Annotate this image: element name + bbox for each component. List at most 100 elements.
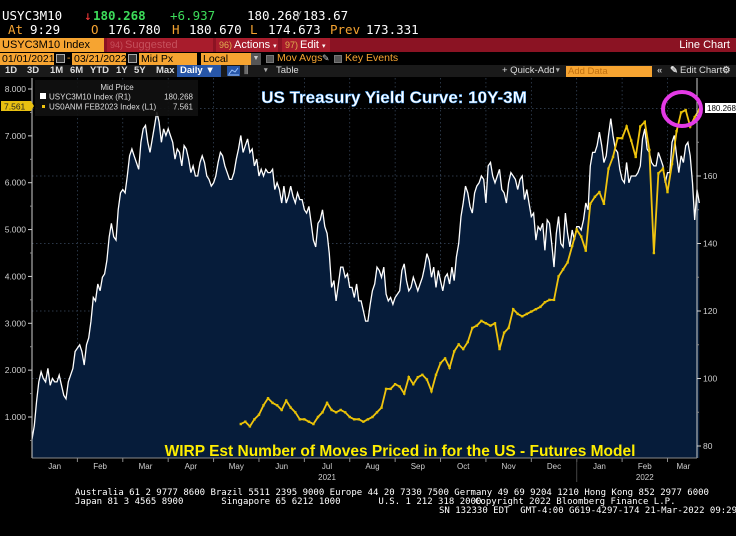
data-point-us0anm xyxy=(589,202,592,205)
frequency-dropdown[interactable]: Daily ▼ xyxy=(177,65,221,77)
legend-value-usyc3m10: 180.268 xyxy=(164,93,193,102)
end-date-input[interactable]: 03/21/2022 xyxy=(72,53,127,65)
data-point-us0anm xyxy=(602,202,606,205)
period-6m[interactable]: 6M xyxy=(70,65,84,76)
quick-add-button[interactable]: + Quick-Add xyxy=(502,65,555,76)
data-point-us0anm xyxy=(275,404,279,407)
field-select[interactable]: Mid Px xyxy=(139,53,197,65)
actions-menu[interactable]: 96) Actions ▾ xyxy=(216,38,278,52)
start-date-input[interactable]: 01/01/2021 xyxy=(0,53,55,65)
prev-label: Prev xyxy=(330,22,361,37)
open-value: 176.780 xyxy=(108,22,161,37)
key-events-checkbox[interactable] xyxy=(334,55,342,63)
legend-swatch-white xyxy=(40,93,46,99)
chart-area: 1.000 2.000 3.000 4.000 5.000 6.000 7.000 8.000… xyxy=(0,78,736,486)
period-5y[interactable]: 5Y xyxy=(134,65,146,76)
data-point-us0anm xyxy=(339,408,342,412)
left-last-value: 7.561 xyxy=(4,101,26,111)
left-tick-label: 1.000 xyxy=(5,412,27,422)
data-point-us0anm xyxy=(439,361,442,365)
chart-type-label: Line Chart xyxy=(679,39,730,51)
data-point-us0anm xyxy=(575,228,578,231)
chevron-down-icon[interactable]: ▾ xyxy=(556,67,560,74)
footer: Australia 61 2 9777 8600 Brazil 5511 239… xyxy=(0,486,736,530)
x-tick-label: Apr xyxy=(185,462,198,471)
period-1y[interactable]: 1Y xyxy=(116,65,128,76)
data-point-us0anm xyxy=(498,347,501,351)
suggested-charts-button[interactable]: 94)Suggested Charts xyxy=(107,38,213,65)
line-chart-icon[interactable] xyxy=(227,66,240,76)
chevron-down-icon: ▾ xyxy=(322,43,326,50)
period-3d[interactable]: 3D xyxy=(27,65,40,76)
collapse-icon[interactable]: « xyxy=(657,65,663,76)
data-point-us0anm xyxy=(679,111,683,114)
calendar-icon[interactable] xyxy=(128,54,137,63)
gear-icon[interactable]: ⚙ xyxy=(722,65,731,76)
data-point-us0anm xyxy=(543,301,547,304)
data-point-us0anm xyxy=(384,387,388,391)
low-label: L xyxy=(250,22,258,37)
data-point-us0anm xyxy=(416,375,420,379)
data-point-us0anm xyxy=(289,406,292,409)
chevron-down-icon: ▾ xyxy=(273,43,277,50)
data-point-us0anm xyxy=(380,406,383,409)
data-point-us0anm xyxy=(625,125,628,128)
key-events-label[interactable]: Key Events xyxy=(345,52,399,64)
data-point-us0anm xyxy=(629,139,633,142)
edit-chart-button[interactable]: Edit Chart xyxy=(680,65,723,76)
add-data-input[interactable]: Add Data xyxy=(566,66,652,77)
legend-box xyxy=(35,80,198,116)
footer-copyright: Copyright 2022 Bloomberg Finance L.P. xyxy=(475,497,676,507)
chevron-down-icon[interactable]: ▼ xyxy=(251,53,261,65)
data-point-us0anm xyxy=(639,125,642,128)
series-usyc3m10-area xyxy=(32,111,700,459)
data-point-us0anm xyxy=(244,420,247,423)
data-point-us0anm xyxy=(675,129,678,133)
data-point-us0anm xyxy=(362,420,365,423)
highlight-circle xyxy=(661,90,703,128)
data-point-us0anm xyxy=(484,322,488,325)
currency-select[interactable]: Local CCY xyxy=(201,53,251,77)
x-tick-label: Mar xyxy=(139,462,153,471)
mov-avgs-label[interactable]: Mov Avgs xyxy=(277,52,323,64)
calendar-icon[interactable] xyxy=(56,54,65,63)
left-tick-label: 2.000 xyxy=(5,365,27,375)
x-tick-label: Jul xyxy=(322,462,332,471)
left-tick-label: 8.000 xyxy=(5,84,27,94)
data-point-us0anm xyxy=(443,357,447,360)
right-tick-label: 140 xyxy=(703,239,717,249)
data-point-us0anm xyxy=(257,413,261,416)
legend-value-us0anm: 7.561 xyxy=(173,103,194,112)
data-point-us0anm xyxy=(253,418,256,421)
table-button[interactable]: Table xyxy=(276,65,299,76)
pencil-icon[interactable]: ✎ xyxy=(322,53,330,63)
data-point-us0anm xyxy=(502,331,506,334)
data-point-us0anm xyxy=(348,415,351,419)
data-point-us0anm xyxy=(457,343,460,346)
data-point-us0anm xyxy=(393,383,397,386)
x-tick-label: Jan xyxy=(48,462,61,471)
bar-chart-icon[interactable]: ⫼ xyxy=(244,65,249,76)
period-ytd[interactable]: YTD xyxy=(90,65,109,76)
data-point-us0anm xyxy=(539,305,542,309)
data-point-us0anm xyxy=(648,148,651,152)
left-tick-label: 5.000 xyxy=(5,225,27,235)
right-tick-label: 120 xyxy=(703,306,717,316)
data-point-us0anm xyxy=(670,162,674,166)
mov-avgs-checkbox[interactable] xyxy=(266,55,274,63)
data-point-us0anm xyxy=(403,392,406,395)
data-point-us0anm xyxy=(657,172,660,175)
security-input[interactable]: USYC3M10 Index xyxy=(0,38,104,52)
data-point-us0anm xyxy=(375,411,379,414)
period-max[interactable]: Max xyxy=(156,65,175,76)
edit-menu[interactable]: 97) Edit ▾ xyxy=(282,38,330,52)
chevron-down-icon[interactable]: ▾ xyxy=(264,67,268,74)
period-1d[interactable]: 1D xyxy=(5,65,18,76)
data-point-us0anm xyxy=(303,418,306,421)
quote-line-1: USYC3M10 ↓ 180.268 +6.937 180.268 / 183.… xyxy=(0,8,348,24)
period-1m[interactable]: 1M xyxy=(50,65,64,76)
data-point-us0anm xyxy=(407,375,410,379)
right-tick-label: 160 xyxy=(703,171,717,181)
x-tick-label: Feb xyxy=(93,462,107,471)
data-point-us0anm xyxy=(548,298,551,302)
